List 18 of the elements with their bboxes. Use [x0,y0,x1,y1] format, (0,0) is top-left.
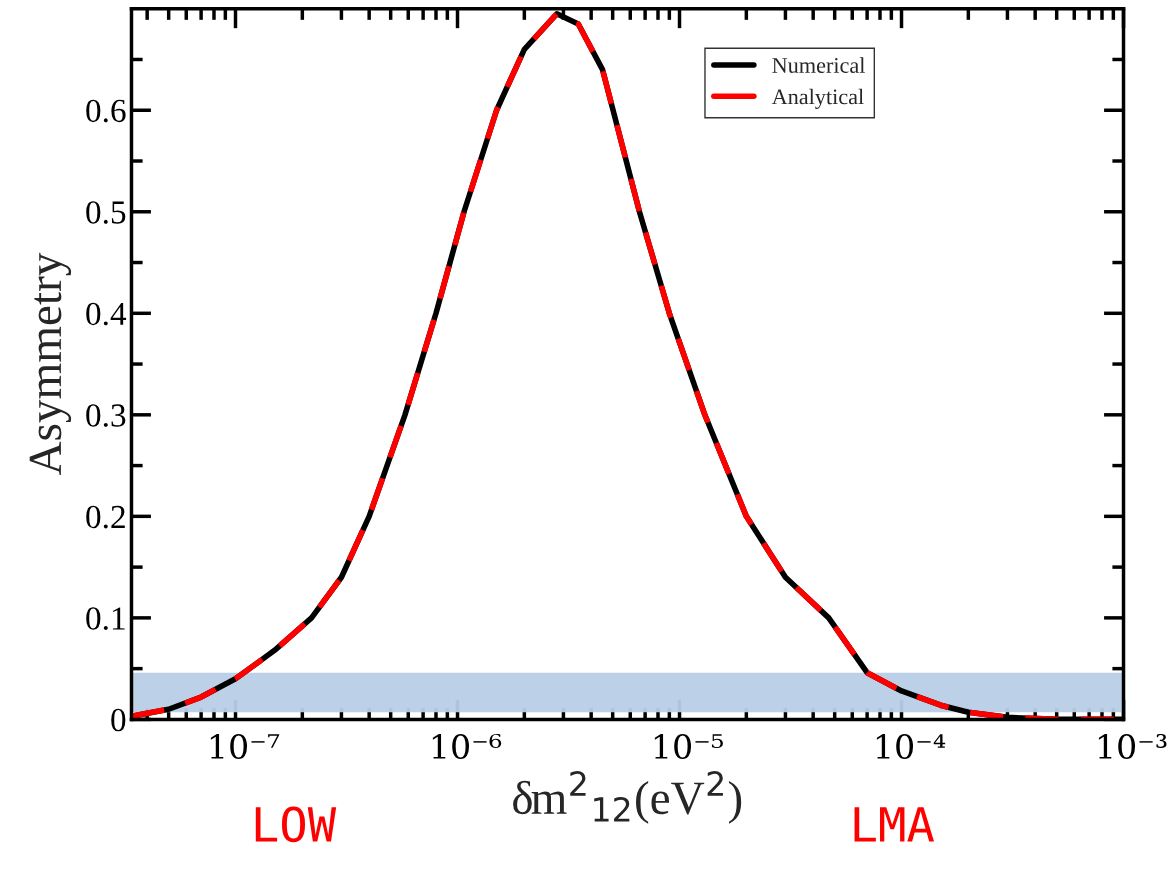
text: LOW [255,806,337,843]
y-tick-label: 0.2 [86,505,125,529]
x-tick-label: 10⁻⁵ [654,733,723,760]
y-tick-label: 0.3 [86,404,126,427]
text: LMA [854,807,935,842]
legend-label: Numerical [772,57,865,73]
x-tick-label: 10⁻⁷ [210,733,280,760]
x-axis-title: δm$^{2}$$_{12}$(eV$^{2}$) [513,771,742,824]
x-tick-label: 10⁻⁶ [432,733,502,760]
y-tick-label: 0.5 [86,201,126,224]
y-axis-title: Asymmetry [29,252,72,476]
y-tick-label: 0 [111,708,126,732]
y-tick-label: 0.1 [86,607,125,630]
y-tick-label: 0.4 [86,302,127,326]
y-tick-label: 0.6 [86,99,126,123]
legend-label: Analytical [771,88,864,109]
x-tick-label: 10⁻³ [1098,733,1167,760]
x-tick-label: 10⁻⁴ [876,733,946,760]
